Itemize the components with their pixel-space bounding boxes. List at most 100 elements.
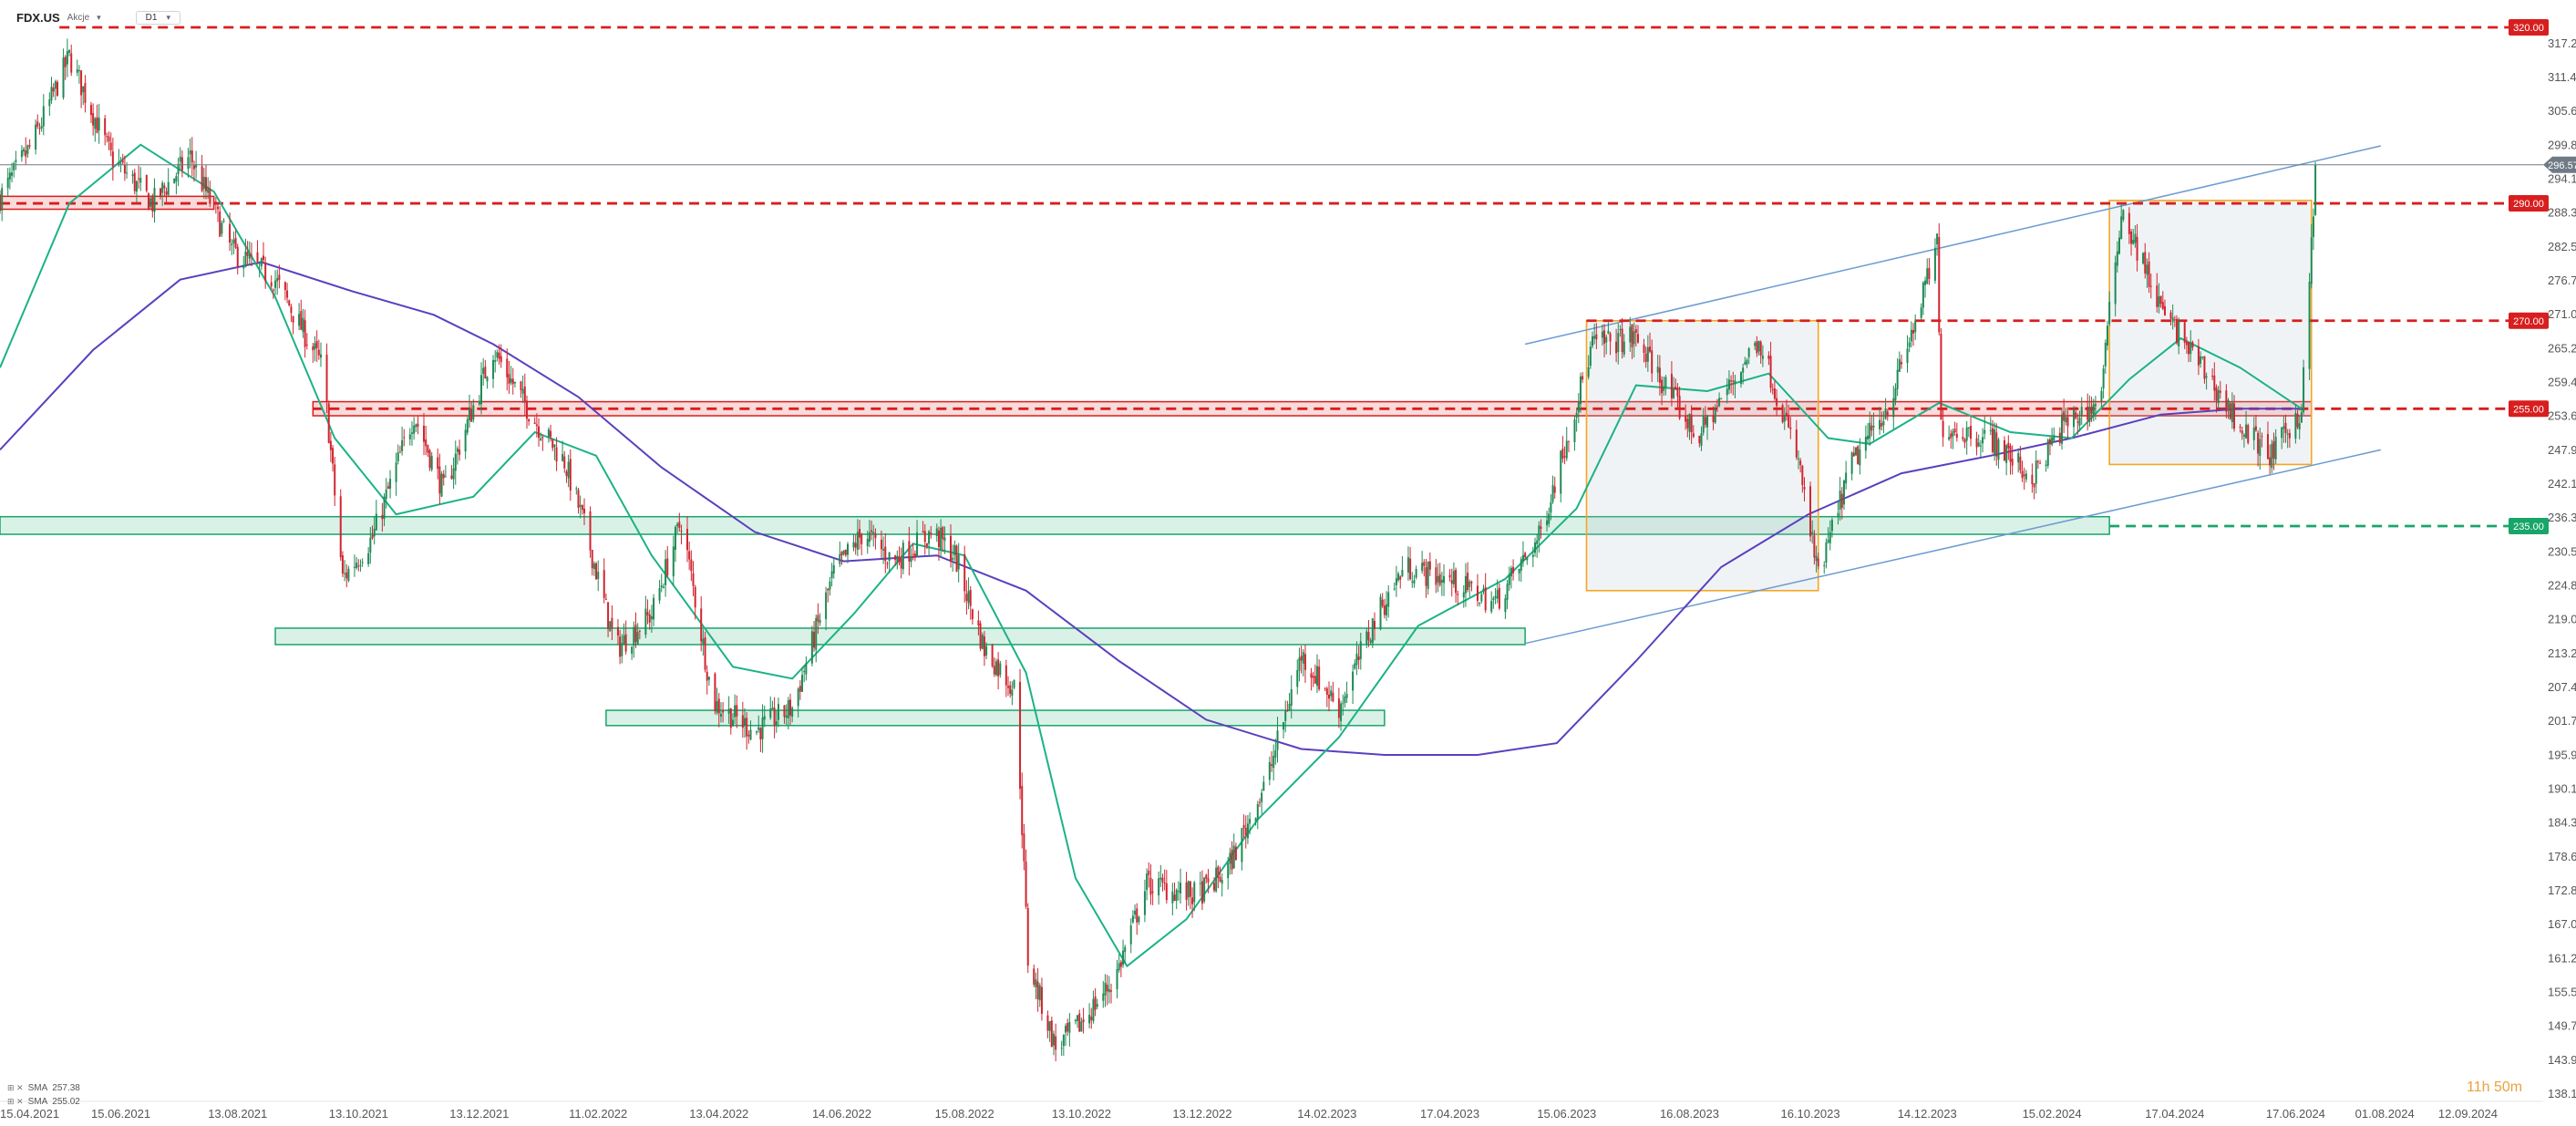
candle [1119,959,1122,977]
candle [577,488,580,514]
candle [700,595,703,652]
candle [339,489,342,562]
legend-controls-icon[interactable]: ⊞ ✕ [7,1097,24,1106]
candle [138,165,140,190]
candle [1232,833,1235,870]
timeframe-selector[interactable]: D1 ▾ [135,10,180,25]
candle [525,395,528,429]
candle [25,137,27,165]
candle [1425,559,1427,598]
candle [575,486,578,495]
candle [1690,405,1693,444]
candle [244,238,247,268]
candle [1136,903,1139,935]
candle [1506,579,1509,610]
candle [666,546,669,578]
candle [149,195,152,209]
candle [66,38,68,77]
candle [1592,331,1594,349]
candle [180,150,183,178]
candle [1443,564,1446,596]
candle [957,542,960,583]
candle [2183,322,2186,349]
candle [1273,744,1275,781]
candle [1636,325,1639,344]
y-tick-label: 317.22 [2548,36,2576,50]
candle [1050,1016,1053,1048]
candle [2314,161,2317,216]
candle [1561,436,1564,463]
candle [1040,977,1043,1021]
candle [2215,384,2218,413]
candle [1685,404,1687,430]
candle [1896,357,1899,397]
candle [791,706,794,723]
symbol-dropdown-icon[interactable]: ▾ [97,12,101,22]
symbol-label[interactable]: FDX.US [16,10,60,25]
candle [1035,972,1037,1000]
candle [1062,1034,1065,1056]
candle [1886,408,1889,421]
y-tick-label: 161.29 [2548,951,2576,965]
candle [839,541,841,567]
candle [246,241,249,265]
y-tick-label: 172.84 [2548,883,2576,897]
channel-line-0[interactable] [1524,145,2381,346]
candle [1227,856,1230,890]
candle [1457,590,1459,605]
candle [1124,945,1127,965]
candle [470,401,473,422]
candle [2281,427,2283,449]
candle [565,469,568,483]
candle [1880,411,1883,431]
candle [1742,363,1745,385]
candle [702,629,705,656]
candle [797,687,799,718]
candle [1315,654,1318,694]
candle [189,138,191,169]
candle [383,493,386,527]
candle [1870,414,1873,437]
candle [1546,511,1549,532]
candle [274,270,277,295]
candle [819,613,821,626]
candle [1165,870,1168,904]
channel-line-1[interactable] [1524,449,2381,645]
candle [660,573,663,593]
candle [935,523,938,542]
candle [1882,411,1885,434]
candle [977,610,980,635]
legend-controls-icon[interactable]: ⊞ ✕ [7,1083,24,1092]
candle [783,705,786,724]
candle [1579,372,1582,413]
candle [2252,417,2255,450]
candle [2310,223,2313,289]
candle [1435,559,1437,594]
candle [1470,580,1473,592]
candle [859,520,861,550]
candle [2288,429,2291,448]
candle [801,666,804,692]
candle [1953,421,1956,436]
candle [2200,351,2202,368]
candle [64,55,67,80]
candle [1,183,4,222]
candle [852,533,855,552]
candle [444,465,447,478]
candle [1480,592,1483,604]
candle [591,549,593,576]
x-tick-label: 15.02.2024 [2023,1107,2082,1121]
candle [2031,463,2034,493]
candle [2128,207,2130,244]
candle [688,542,691,571]
candle [2191,340,2194,351]
candle [616,619,619,645]
candle [1933,238,1936,284]
candle [397,444,399,465]
candle [1328,681,1331,712]
candle [317,339,320,360]
candle [1817,553,1819,570]
candle [1734,375,1736,398]
candle [805,656,808,681]
